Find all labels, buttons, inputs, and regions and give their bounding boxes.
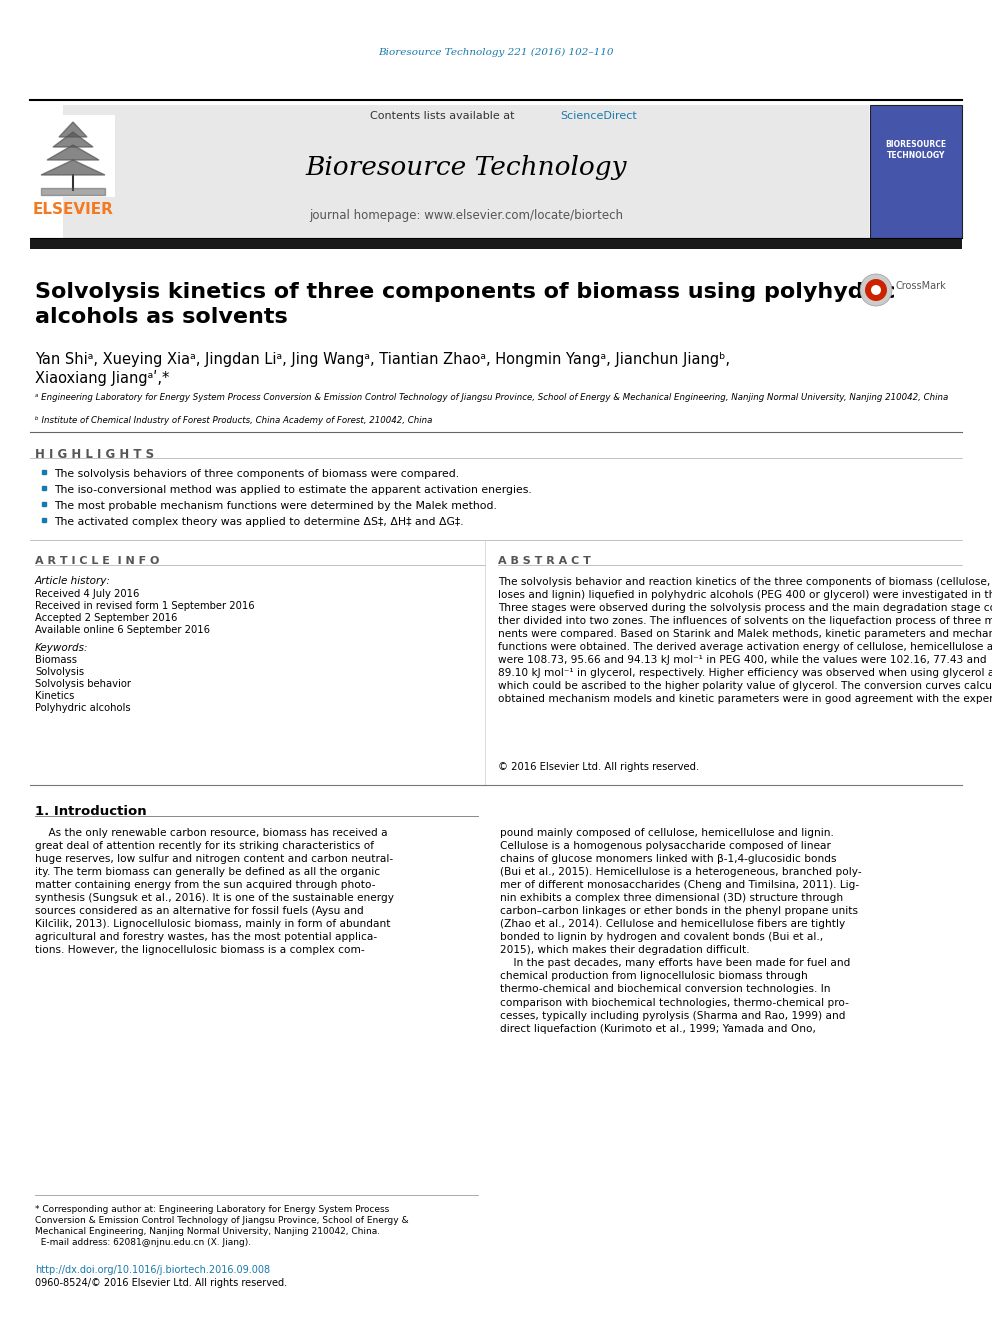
Text: Solvolysis: Solvolysis bbox=[35, 667, 84, 677]
Text: Solvolysis behavior: Solvolysis behavior bbox=[35, 679, 131, 689]
Text: Bioresource Technology 221 (2016) 102–110: Bioresource Technology 221 (2016) 102–11… bbox=[378, 48, 614, 57]
Text: Received in revised form 1 September 2016: Received in revised form 1 September 201… bbox=[35, 601, 255, 611]
Text: Contents lists available at: Contents lists available at bbox=[370, 111, 522, 120]
Text: Bioresource Technology: Bioresource Technology bbox=[306, 156, 627, 180]
Text: Article history:: Article history: bbox=[35, 576, 111, 586]
Text: © 2016 Elsevier Ltd. All rights reserved.: © 2016 Elsevier Ltd. All rights reserved… bbox=[498, 762, 699, 773]
Text: Kinetics: Kinetics bbox=[35, 691, 74, 701]
Text: A R T I C L E  I N F O: A R T I C L E I N F O bbox=[35, 556, 160, 566]
Bar bbox=[870, 105, 962, 238]
Text: The iso-conversional method was applied to estimate the apparent activation ener: The iso-conversional method was applied … bbox=[54, 486, 532, 495]
Text: Available online 6 September 2016: Available online 6 September 2016 bbox=[35, 624, 210, 635]
Text: ScienceDirect: ScienceDirect bbox=[560, 111, 637, 120]
Text: H I G H L I G H T S: H I G H L I G H T S bbox=[35, 448, 154, 460]
Text: The solvolysis behaviors of three components of biomass were compared.: The solvolysis behaviors of three compon… bbox=[54, 468, 459, 479]
Text: Accepted 2 September 2016: Accepted 2 September 2016 bbox=[35, 613, 178, 623]
Text: CrossMark: CrossMark bbox=[896, 280, 946, 291]
Text: ᵇ Institute of Chemical Industry of Forest Products, China Academy of Forest, 21: ᵇ Institute of Chemical Industry of Fore… bbox=[35, 415, 433, 425]
Polygon shape bbox=[41, 188, 105, 194]
Polygon shape bbox=[41, 160, 105, 175]
Bar bbox=[63, 105, 869, 238]
Polygon shape bbox=[47, 146, 99, 160]
Text: BIORESOURCE
TECHNOLOGY: BIORESOURCE TECHNOLOGY bbox=[886, 140, 946, 160]
Polygon shape bbox=[53, 132, 93, 147]
Bar bbox=[30, 239, 962, 249]
Text: The most probable mechanism functions were determined by the Malek method.: The most probable mechanism functions we… bbox=[54, 501, 497, 511]
Text: Polyhydric alcohols: Polyhydric alcohols bbox=[35, 703, 131, 713]
Text: pound mainly composed of cellulose, hemicellulose and lignin.
Cellulose is a hom: pound mainly composed of cellulose, hemi… bbox=[500, 828, 862, 1033]
Text: Solvolysis kinetics of three components of biomass using polyhydric
alcohols as : Solvolysis kinetics of three components … bbox=[35, 282, 896, 327]
Text: The solvolysis behavior and reaction kinetics of the three components of biomass: The solvolysis behavior and reaction kin… bbox=[498, 577, 992, 704]
Text: Xiaoxiang Jiangᵃʹ,*: Xiaoxiang Jiangᵃʹ,* bbox=[35, 370, 170, 386]
Text: The activated complex theory was applied to determine ΔS‡, ΔH‡ and ΔG‡.: The activated complex theory was applied… bbox=[54, 517, 463, 527]
Circle shape bbox=[871, 284, 881, 295]
Bar bbox=[30, 115, 115, 197]
Text: 0960-8524/© 2016 Elsevier Ltd. All rights reserved.: 0960-8524/© 2016 Elsevier Ltd. All right… bbox=[35, 1278, 287, 1289]
Text: 1. Introduction: 1. Introduction bbox=[35, 804, 147, 818]
Text: journal homepage: www.elsevier.com/locate/biortech: journal homepage: www.elsevier.com/locat… bbox=[309, 209, 623, 221]
Text: * Corresponding author at: Engineering Laboratory for Energy System Process
Conv: * Corresponding author at: Engineering L… bbox=[35, 1205, 409, 1248]
Circle shape bbox=[860, 274, 892, 306]
Text: Received 4 July 2016: Received 4 July 2016 bbox=[35, 589, 139, 599]
Text: As the only renewable carbon resource, biomass has received a
great deal of atte: As the only renewable carbon resource, b… bbox=[35, 828, 394, 955]
Text: Yan Shiᵃ, Xueying Xiaᵃ, Jingdan Liᵃ, Jing Wangᵃ, Tiantian Zhaoᵃ, Hongmin Yangᵃ, : Yan Shiᵃ, Xueying Xiaᵃ, Jingdan Liᵃ, Jin… bbox=[35, 352, 730, 366]
Text: Keywords:: Keywords: bbox=[35, 643, 88, 654]
Text: Biomass: Biomass bbox=[35, 655, 77, 665]
Text: ᵃ Engineering Laboratory for Energy System Process Conversion & Emission Control: ᵃ Engineering Laboratory for Energy Syst… bbox=[35, 393, 948, 402]
Circle shape bbox=[865, 279, 887, 302]
Polygon shape bbox=[59, 122, 87, 138]
Text: ELSEVIER: ELSEVIER bbox=[33, 202, 113, 217]
Text: A B S T R A C T: A B S T R A C T bbox=[498, 556, 591, 566]
Text: http://dx.doi.org/10.1016/j.biortech.2016.09.008: http://dx.doi.org/10.1016/j.biortech.201… bbox=[35, 1265, 270, 1275]
